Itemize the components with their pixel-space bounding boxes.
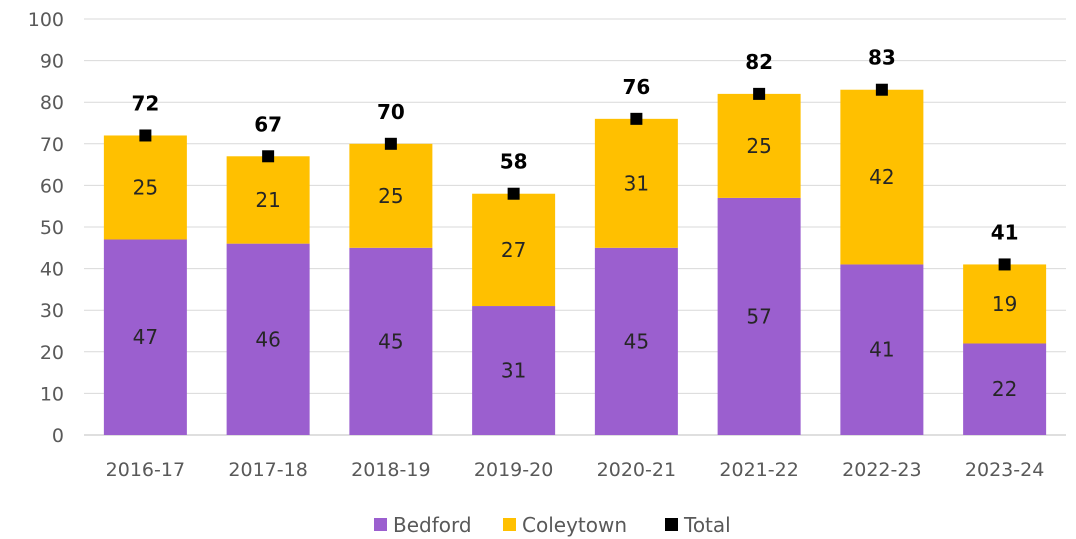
total-label: 67 <box>254 112 282 136</box>
bar-coleytown <box>717 93 801 198</box>
bar-bedford <box>103 239 187 435</box>
data-label-bedford: 45 <box>624 329 649 353</box>
bar-bedford <box>594 247 678 435</box>
total-label: 72 <box>131 91 159 115</box>
total-marker <box>630 112 643 125</box>
bar-coleytown <box>103 135 187 240</box>
y-tick-label: 10 <box>40 383 64 405</box>
legend-label-total: Total <box>683 513 731 537</box>
bar-coleytown <box>472 193 556 307</box>
y-tick-label: 60 <box>40 175 64 197</box>
total-marker <box>384 137 397 150</box>
y-tick-label: 20 <box>40 342 64 364</box>
data-label-bedford: 41 <box>869 338 894 362</box>
bar-bedford <box>717 197 801 435</box>
total-label: 82 <box>745 50 773 74</box>
x-tick-label: 2019-20 <box>474 459 553 481</box>
y-tick-label: 90 <box>40 51 64 73</box>
total-marker <box>875 83 888 96</box>
total-label: 83 <box>868 46 896 70</box>
data-label-coleytown: 27 <box>501 238 526 262</box>
y-tick-label: 40 <box>40 259 64 281</box>
y-tick-label: 100 <box>28 9 64 31</box>
data-label-bedford: 47 <box>133 325 158 349</box>
data-label-coleytown: 31 <box>624 171 649 195</box>
y-tick-label: 30 <box>40 300 64 322</box>
bar-bedford <box>349 247 433 435</box>
data-label-coleytown: 42 <box>869 165 894 189</box>
y-tick-label: 70 <box>40 134 64 156</box>
y-tick-label: 0 <box>52 425 64 447</box>
total-marker <box>262 150 275 163</box>
y-tick-label: 80 <box>40 92 64 114</box>
bar-coleytown <box>594 118 678 248</box>
data-label-bedford: 31 <box>501 359 526 383</box>
data-label-bedford: 22 <box>992 377 1017 401</box>
total-label: 76 <box>622 75 650 99</box>
bar-bedford <box>963 343 1047 435</box>
data-label-coleytown: 19 <box>992 292 1017 316</box>
bar-coleytown <box>349 143 433 248</box>
x-tick-label: 2021-22 <box>719 459 798 481</box>
legend-label-coleytown: Coleytown <box>522 513 627 537</box>
data-label-coleytown: 21 <box>255 188 280 212</box>
legend-label-bedford: Bedford <box>393 513 472 537</box>
legend-swatch-coleytown <box>503 518 516 531</box>
total-marker <box>753 87 766 100</box>
total-label: 41 <box>991 220 1019 244</box>
data-label-bedford: 57 <box>746 304 771 328</box>
bar-coleytown <box>963 264 1047 344</box>
bar-coleytown <box>226 156 310 244</box>
x-tick-label: 2020-21 <box>597 459 676 481</box>
x-tick-label: 2022-23 <box>842 459 921 481</box>
bar-bedford <box>840 264 924 435</box>
x-tick-label: 2016-17 <box>106 459 185 481</box>
legend-swatch-bedford <box>374 518 387 531</box>
x-tick-label: 2018-19 <box>351 459 430 481</box>
data-label-coleytown: 25 <box>378 184 403 208</box>
total-label: 58 <box>500 150 528 174</box>
bar-bedford <box>226 243 310 435</box>
total-marker <box>998 258 1011 271</box>
bar-coleytown <box>840 89 924 265</box>
total-label: 70 <box>377 100 405 124</box>
data-label-bedford: 45 <box>378 329 403 353</box>
x-tick-label: 2023-24 <box>965 459 1044 481</box>
data-label-coleytown: 25 <box>133 175 158 199</box>
bar-bedford <box>472 306 556 435</box>
total-marker <box>139 129 152 142</box>
legend-swatch-total <box>665 518 678 531</box>
x-tick-label: 2017-18 <box>228 459 307 481</box>
data-label-coleytown: 25 <box>746 134 771 158</box>
total-marker <box>507 187 520 200</box>
y-tick-label: 50 <box>40 217 64 239</box>
data-label-bedford: 46 <box>255 327 280 351</box>
